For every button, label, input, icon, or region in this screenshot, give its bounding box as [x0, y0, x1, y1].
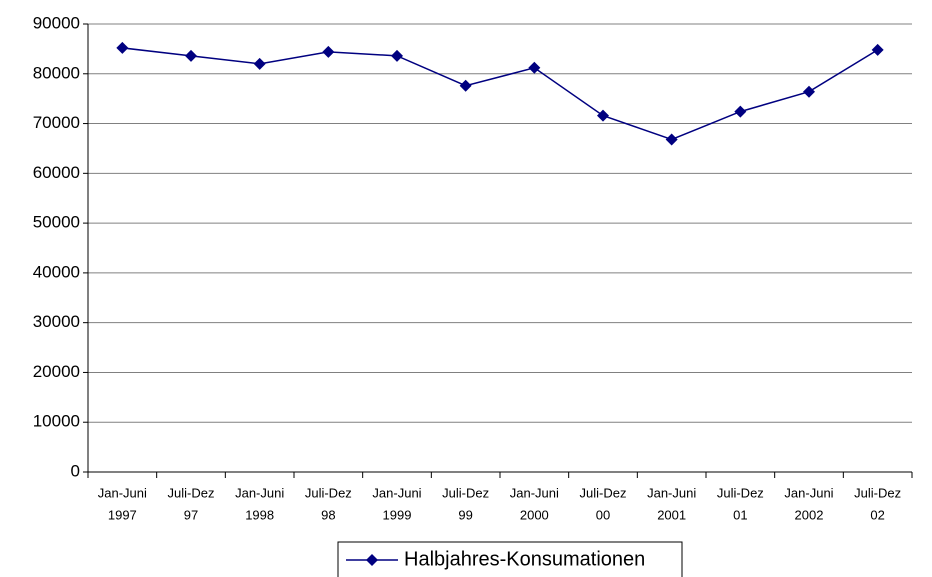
x-tick-label: 99 [458, 507, 472, 522]
x-tick-label: Jan-Juni [784, 485, 833, 500]
legend-marker [366, 554, 378, 566]
x-tick-label: Juli-Dez [717, 485, 764, 500]
data-point [391, 49, 403, 62]
y-tick-label: 80000 [33, 63, 80, 82]
data-point [803, 85, 815, 98]
x-tick-label: 2002 [795, 507, 824, 522]
legend-label: Halbjahres-Konsumationen [404, 548, 645, 570]
x-tick-label: Jan-Juni [98, 485, 147, 500]
y-tick-label: 50000 [33, 213, 80, 232]
y-tick-label: 0 [71, 461, 80, 480]
y-tick-label: 70000 [33, 113, 80, 132]
x-tick-label: 97 [184, 507, 198, 522]
x-tick-label: 00 [596, 507, 610, 522]
data-point [185, 49, 197, 62]
data-point [459, 79, 472, 92]
data-point [253, 57, 266, 70]
x-tick-label: 01 [733, 507, 747, 522]
x-tick-label: Juli-Dez [854, 485, 901, 500]
x-tick-label: Juli-Dez [168, 485, 215, 500]
x-tick-label: 1998 [245, 507, 274, 522]
x-tick-label: Jan-Juni [235, 485, 284, 500]
y-tick-label: 30000 [33, 312, 80, 331]
x-tick-label: Juli-Dez [580, 485, 627, 500]
data-point [597, 109, 609, 122]
x-tick-label: Jan-Juni [647, 485, 696, 500]
y-tick-label: 60000 [33, 163, 80, 182]
data-point [665, 133, 678, 146]
y-tick-label: 20000 [33, 362, 80, 381]
x-tick-label: 02 [870, 507, 884, 522]
x-tick-label: 1997 [108, 507, 137, 522]
data-point [528, 61, 541, 74]
y-tick-label: 10000 [33, 412, 80, 431]
x-tick-label: 2001 [657, 507, 686, 522]
y-tick-label: 90000 [33, 13, 80, 32]
x-tick-label: Juli-Dez [305, 485, 352, 500]
y-tick-label: 40000 [33, 262, 80, 281]
data-point [871, 43, 884, 56]
data-point [322, 45, 335, 58]
data-point [734, 105, 747, 118]
x-tick-label: Jan-Juni [372, 485, 421, 500]
x-tick-label: Juli-Dez [442, 485, 489, 500]
data-point [116, 41, 129, 54]
x-tick-label: 98 [321, 507, 335, 522]
x-tick-label: 1999 [383, 507, 412, 522]
x-tick-label: Jan-Juni [510, 485, 559, 500]
series-line [122, 47, 879, 141]
x-tick-label: 2000 [520, 507, 549, 522]
